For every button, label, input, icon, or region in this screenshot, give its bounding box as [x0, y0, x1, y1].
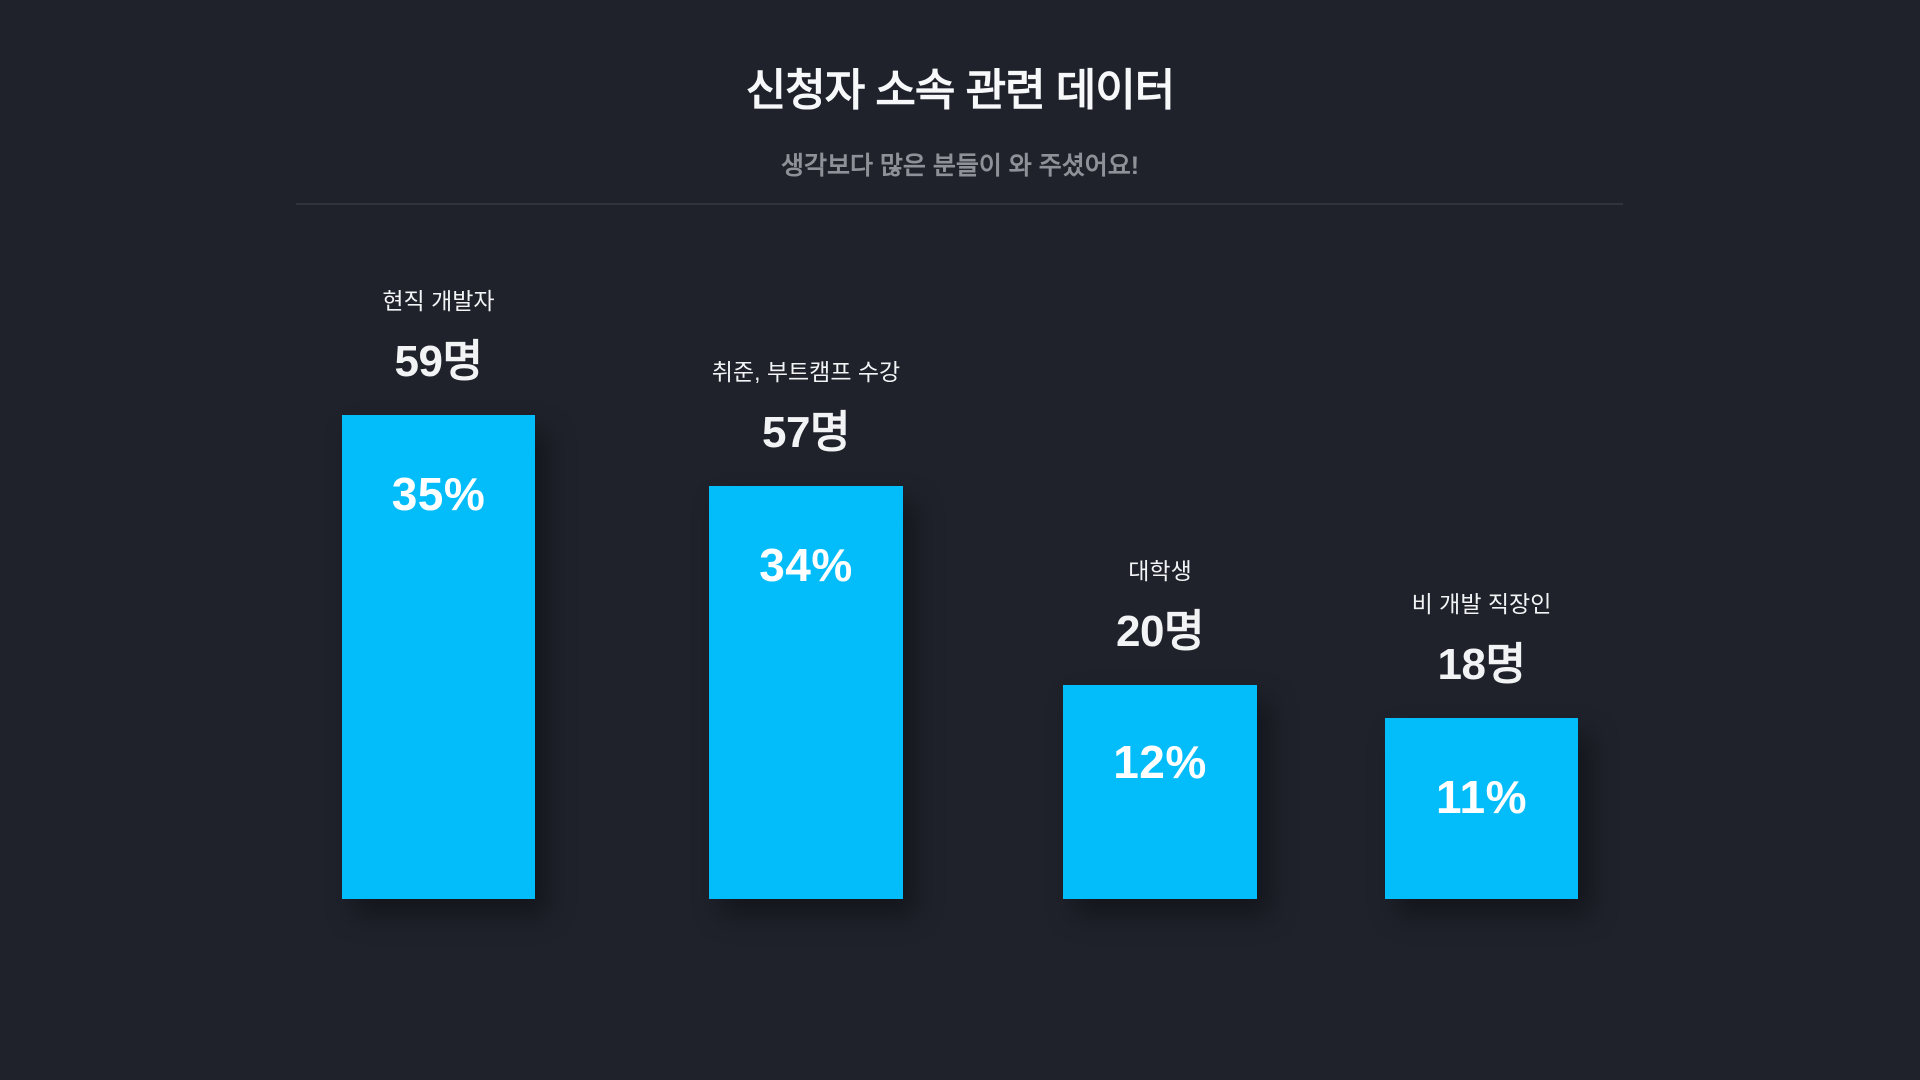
- bar: 12%: [1063, 685, 1257, 899]
- category-label: 대학생: [1128, 558, 1192, 584]
- percent-label: 34%: [759, 539, 853, 591]
- category-label: 현직 개발자: [382, 288, 495, 314]
- bar: 34%: [709, 486, 903, 899]
- bar-label-group: 취준, 부트캠프 수강 57명: [649, 353, 963, 460]
- bar: 11%: [1385, 718, 1578, 899]
- count-label: 59명: [394, 337, 483, 386]
- percent-label: 35%: [391, 468, 486, 520]
- category-label: 비 개발 직장인: [1411, 591, 1552, 617]
- percent-label: 11%: [1435, 771, 1528, 823]
- page-title: 신청자 소속 관련 데이터: [745, 66, 1175, 115]
- bar: 35%: [342, 415, 535, 899]
- bar-label-group: 대학생 20명: [1003, 552, 1317, 659]
- bar-label-group: 비 개발 직장인 18명: [1325, 585, 1638, 692]
- header-divider: [296, 203, 1623, 205]
- count-label: 20명: [1116, 607, 1204, 656]
- bar-label-group: 현직 개발자 59명: [282, 282, 595, 389]
- page-subtitle: 생각보다 많은 분들이 와 주셨어요!: [780, 152, 1140, 180]
- category-label: 취준, 부트캠프 수강: [711, 359, 901, 385]
- count-label: 18명: [1437, 640, 1526, 689]
- count-label: 57명: [762, 408, 850, 457]
- percent-label: 12%: [1113, 736, 1207, 788]
